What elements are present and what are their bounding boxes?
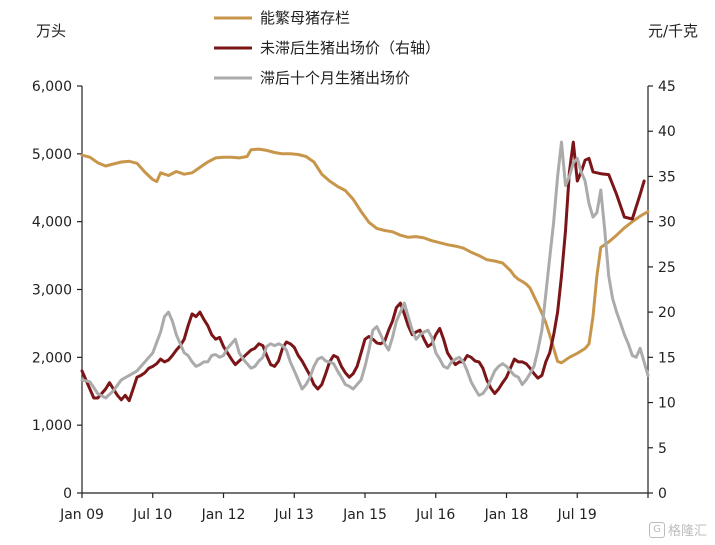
series-line-2 xyxy=(80,140,646,403)
watermark: G 格隆汇 xyxy=(648,520,707,539)
left-tick-label: 1,000 xyxy=(32,418,72,434)
right-tick-label: 20 xyxy=(658,305,676,321)
right-tick-label: 45 xyxy=(658,79,676,95)
x-tick-label: Jul 10 xyxy=(132,507,172,523)
right-tick-label: 0 xyxy=(658,486,667,502)
series-lines xyxy=(80,140,650,403)
right-tick-label: 15 xyxy=(658,350,676,366)
x-tick-label: Jan 09 xyxy=(59,507,104,523)
right-tick-label: 35 xyxy=(658,169,676,185)
right-tick-label: 40 xyxy=(658,124,676,140)
series-line-1 xyxy=(80,147,650,365)
left-tick-label: 4,000 xyxy=(32,215,72,231)
left-tick-label: 6,000 xyxy=(32,79,72,95)
right-axis: 0 5 10 15 20 25 30 35 40 45 xyxy=(647,79,676,502)
legend-label-2: 未滞后生猪出场价（右轴） xyxy=(260,39,440,57)
left-tick-label: 0 xyxy=(63,486,72,502)
left-tick-label: 2,000 xyxy=(32,350,72,366)
right-tick-label: 5 xyxy=(658,441,667,457)
left-tick-label: 3,000 xyxy=(32,283,72,299)
right-tick-label: 30 xyxy=(658,215,676,231)
left-axis: 0 1,000 2,000 3,000 4,000 5,000 6,000 xyxy=(32,79,83,502)
x-tick-label: Jan 18 xyxy=(484,507,529,523)
legend-label-3: 滞后十个月生猪出场价 xyxy=(260,69,410,87)
x-axis: Jan 09 Jul 10 Jan 12 Jul 13 Jan 15 Jul 16 Jan … xyxy=(59,492,649,523)
x-tick-label: Jul 19 xyxy=(557,507,597,523)
right-tick-label: 25 xyxy=(658,260,676,276)
watermark-logo-icon: G xyxy=(648,521,665,538)
x-tick-label: Jan 15 xyxy=(342,507,387,523)
legend-label-1: 能繁母猪存栏 xyxy=(260,9,350,27)
right-tick-label: 10 xyxy=(658,396,676,412)
watermark-text: 格隆汇 xyxy=(667,524,707,539)
right-axis-unit: 元/千克 xyxy=(648,22,698,40)
x-tick-label: Jan 12 xyxy=(201,507,246,523)
left-axis-unit: 万头 xyxy=(36,22,66,40)
x-tick-label: Jul 13 xyxy=(274,507,314,523)
left-tick-label: 5,000 xyxy=(32,147,72,163)
series-line-3 xyxy=(80,140,650,400)
x-tick-label: Jul 16 xyxy=(415,507,455,523)
